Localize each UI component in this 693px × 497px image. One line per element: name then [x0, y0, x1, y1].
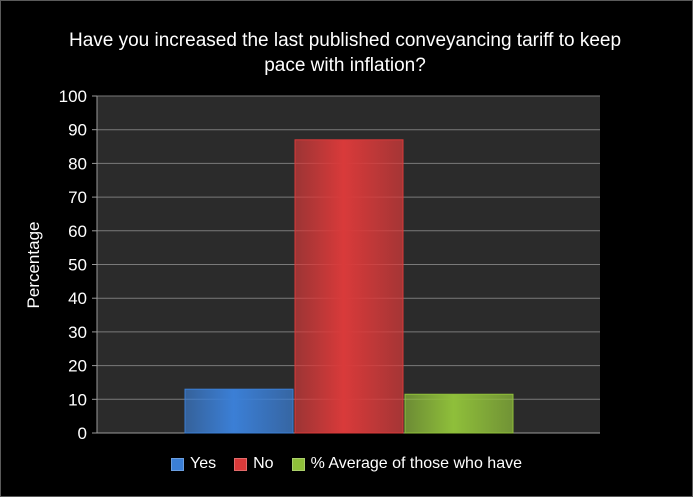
legend-swatch [234, 457, 248, 471]
y-tick-label: 100 [59, 87, 87, 106]
y-tick-label: 50 [68, 256, 87, 275]
y-tick-labels: 0 10 20 30 40 50 60 70 80 90 100 [59, 87, 87, 443]
y-tick-label: 30 [68, 323, 87, 342]
legend-swatch [171, 457, 185, 471]
legend-label: % Average of those who have [310, 455, 522, 472]
bar-yes [184, 388, 294, 434]
legend-item: % Average of those who have [291, 455, 522, 473]
legend-item: Yes [171, 455, 216, 473]
legend-swatch [291, 457, 305, 471]
legend: Yes No % Average of those who have [0, 455, 693, 473]
y-tick-label: 40 [68, 289, 87, 308]
y-tick-label: 20 [68, 357, 87, 376]
legend-item: No [234, 455, 274, 473]
y-tick-label: 10 [68, 390, 87, 409]
y-tick-label: 70 [68, 188, 87, 207]
y-tick-label: 0 [78, 424, 87, 443]
legend-label: Yes [190, 455, 217, 472]
legend-label: No [253, 455, 274, 472]
y-tick-label: 90 [68, 121, 87, 140]
chart-title: Have you increased the last published co… [68, 30, 622, 76]
bar-average-of-those-who-have [404, 393, 514, 434]
bars [184, 139, 514, 434]
bar-no [294, 139, 404, 434]
y-tick-label: 80 [68, 154, 87, 173]
y-tick-label: 60 [68, 222, 87, 241]
